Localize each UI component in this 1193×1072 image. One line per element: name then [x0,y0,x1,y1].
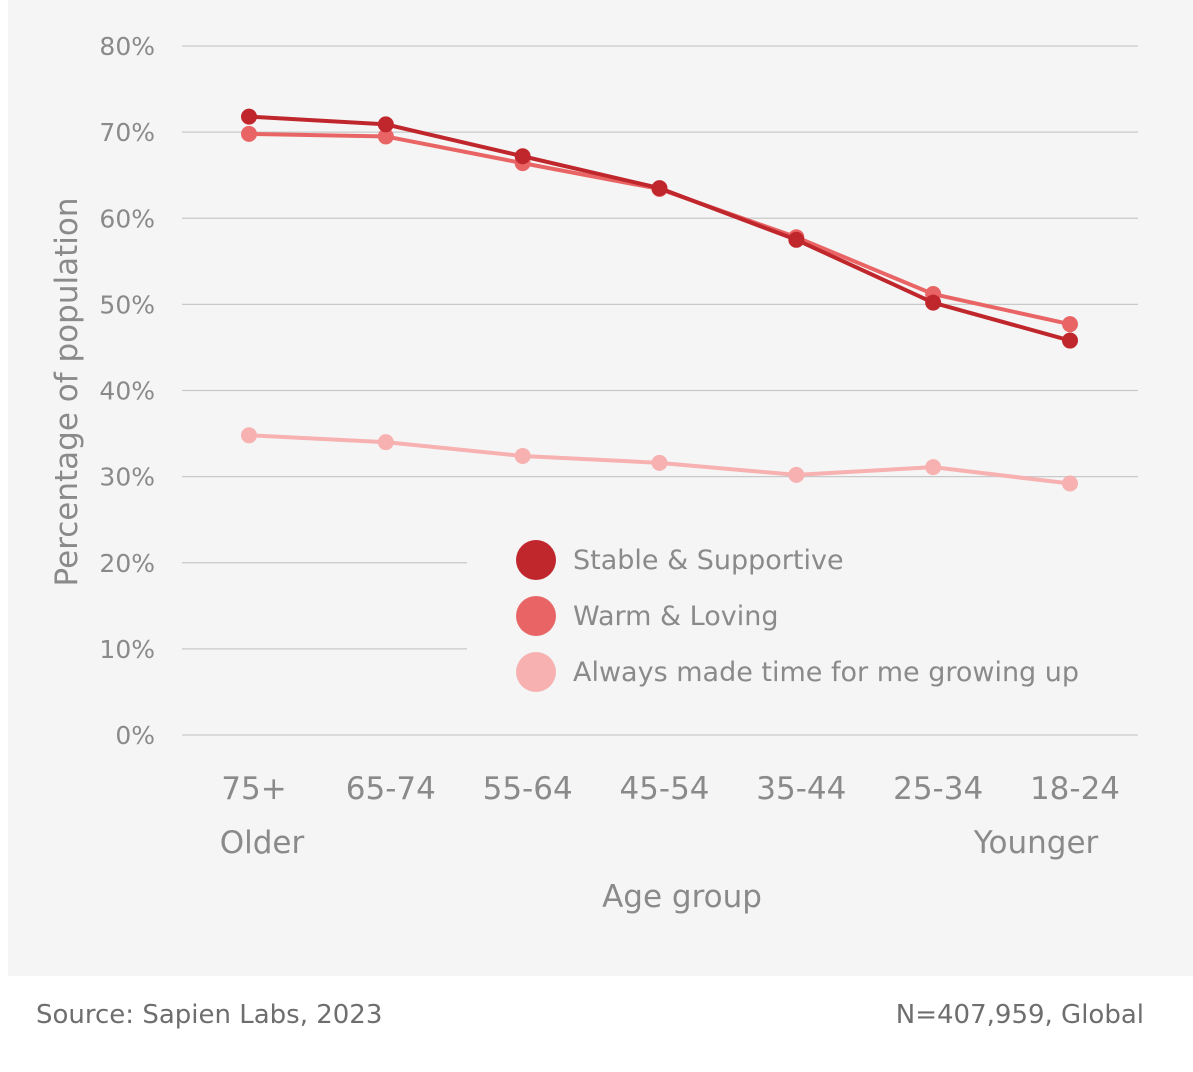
series-line [247,131,1072,327]
y-tick-label: 60% [99,204,155,233]
y-axis-title: Percentage of population [49,198,85,587]
gridlines [182,45,1138,736]
legend-label: Warm & Loving [573,601,778,632]
legend-swatch [516,652,556,692]
data-point [651,180,668,197]
data-point [514,447,531,464]
y-tick-label: 10% [99,635,155,664]
footer-source: Source: Sapien Labs, 2023 [36,1000,383,1030]
data-point [377,128,394,145]
y-tick-label: 0% [115,721,155,750]
series-2 [241,427,1078,492]
legend-label: Stable & Supportive [573,545,844,576]
legend-swatch [516,540,556,580]
footer-sample-size: N=407,959, Global [895,1000,1144,1030]
data-point [651,454,668,471]
y-axis-ticks: 0% 10% 20% 30% 40% 50% 60% 70% 80% [99,32,155,750]
data-point [1062,332,1078,349]
data-point [1062,316,1078,333]
y-tick-label: 40% [99,377,155,406]
data-point [377,434,394,451]
data-point [241,108,257,125]
y-tick-label: 20% [99,549,155,578]
data-point [1062,475,1078,492]
y-tick-label: 30% [99,463,155,492]
data-point [241,427,257,444]
x-tick-label: 18-24 [1030,771,1120,807]
x-tick-label: 65-74 [346,771,436,807]
data-point [788,466,805,483]
x-end-label-older: Older [220,825,305,861]
data-point [788,231,805,248]
x-tick-label: 45-54 [619,771,709,807]
x-axis-title: Age group [602,879,762,915]
series-line [247,114,1072,343]
legend-label: Always made time for me growing up [573,657,1079,688]
x-end-label-younger: Younger [973,825,1099,861]
data-point [241,125,257,142]
y-tick-label: 80% [99,32,155,61]
legend-swatch [516,596,556,636]
data-point [925,294,942,311]
x-tick-label: 35-44 [756,771,846,807]
y-tick-label: 70% [99,118,155,147]
chart-panel: 0% 10% 20% 30% 40% 50% 60% 70% 80% 75+ 65-74 55-64… [8,0,1193,976]
series-lines [241,108,1078,492]
series-0 [241,108,1078,349]
data-point [514,148,531,165]
x-tick-label: 25-34 [893,771,983,807]
line-chart: 0% 10% 20% 30% 40% 50% 60% 70% 80% 75+ 65-74 55-64… [49,32,1138,915]
x-tick-label: 55-64 [483,771,573,807]
series-1 [241,125,1078,333]
x-tick-label: 75+ [221,771,286,807]
y-tick-label: 50% [99,290,155,319]
legend: Stable & Supportive Warm & Loving Always m… [516,540,1079,692]
data-point [377,116,394,133]
data-point [925,459,942,476]
x-axis-ticks: 75+ 65-74 55-64 45-54 35-44 25-34 18-24 [221,771,1120,807]
